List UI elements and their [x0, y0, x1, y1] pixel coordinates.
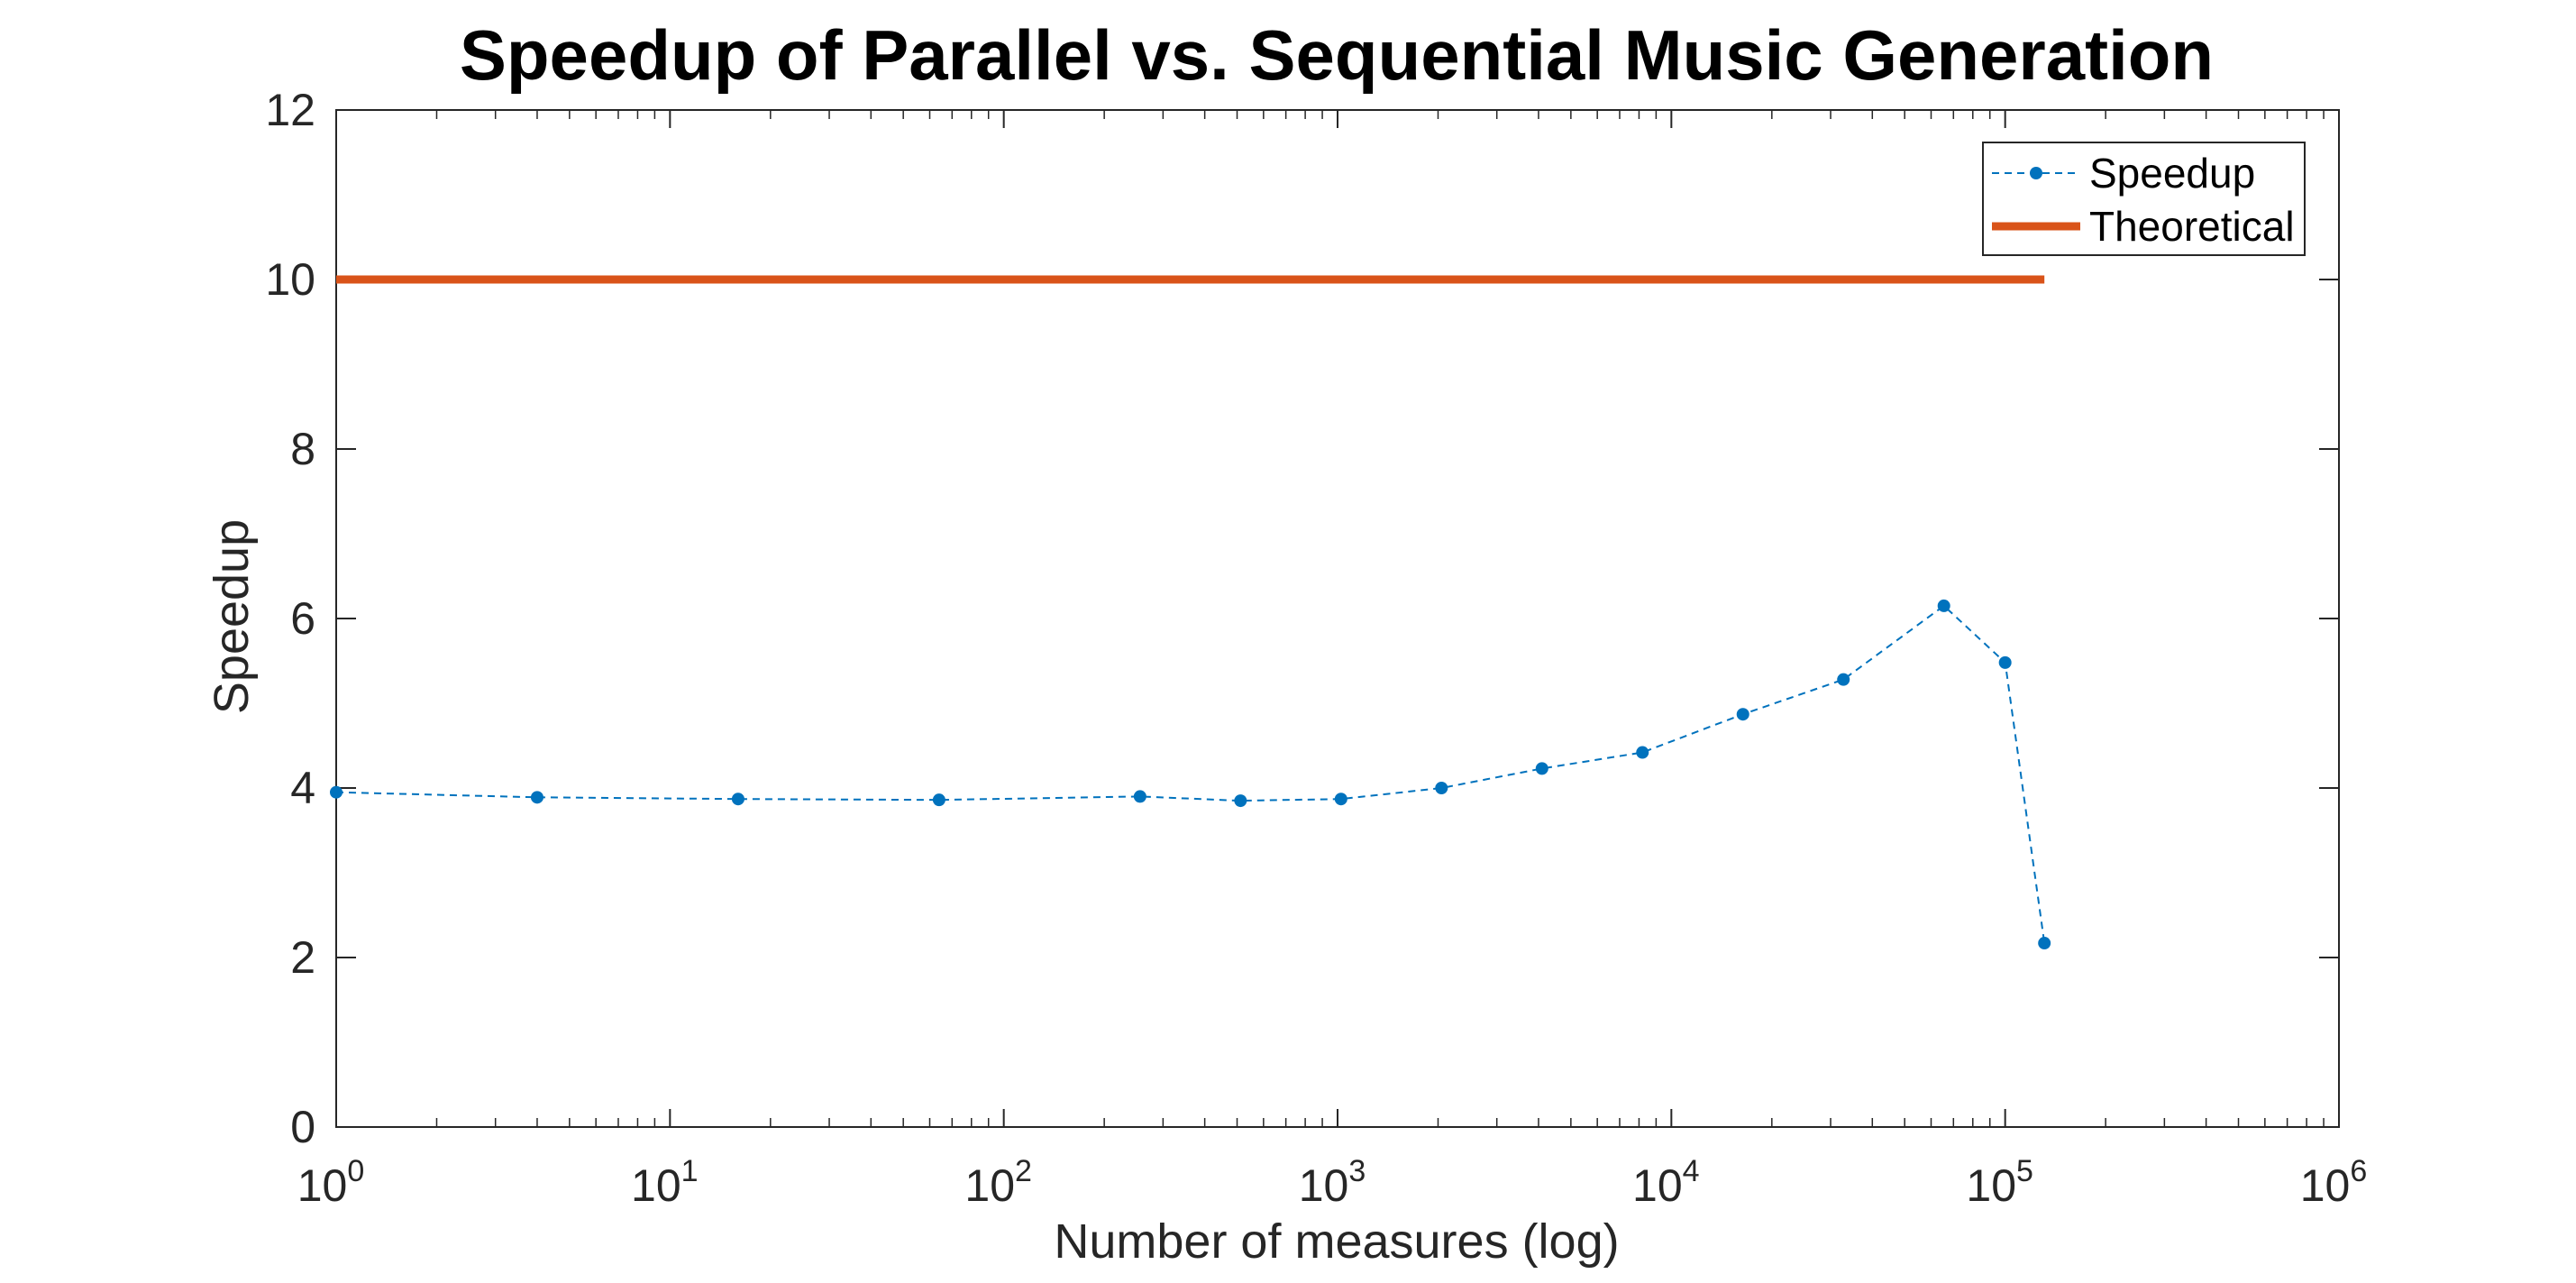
x-tick-label: 106 — [2300, 1154, 2368, 1211]
data-point-speedup — [1535, 762, 1548, 775]
y-tick-label: 12 — [265, 85, 315, 135]
data-point-speedup — [1937, 599, 1950, 612]
axis-ticks: 100 101 102 103 104 105 106 0 2 4 6 8 10 12 — [265, 85, 2367, 1211]
data-series — [330, 275, 2051, 950]
y-tick-label: 4 — [290, 763, 315, 813]
x-tick-label: 101 — [631, 1154, 699, 1211]
legend-label: Speedup — [2089, 150, 2255, 197]
data-point-speedup — [1837, 673, 1850, 686]
data-point-speedup — [2038, 937, 2051, 950]
x-tick-label: 105 — [1966, 1154, 2033, 1211]
y-tick-label: 8 — [290, 424, 315, 474]
chart-title: Speedup of Parallel vs. Sequential Music… — [460, 15, 2214, 95]
data-point-speedup — [731, 793, 744, 806]
y-tick-label: 6 — [290, 593, 315, 644]
y-axis-label: Speedup — [205, 519, 259, 714]
data-point-speedup — [1234, 794, 1247, 808]
data-point-speedup — [330, 785, 343, 799]
y-tick-label: 0 — [290, 1102, 315, 1152]
data-point-speedup — [1998, 655, 2012, 669]
x-tick-label: 104 — [1632, 1154, 1700, 1211]
x-axis-label: Number of measures (log) — [1054, 1214, 1619, 1269]
data-point-speedup — [1636, 746, 1649, 759]
data-point-speedup — [1334, 793, 1347, 806]
legend-marker-speedup — [2030, 167, 2042, 179]
data-point-speedup — [932, 793, 945, 807]
plot-area — [335, 109, 2340, 1128]
y-tick-label: 2 — [290, 932, 315, 983]
y-tick-label: 10 — [265, 254, 315, 305]
legend-box — [1982, 142, 2306, 256]
data-point-speedup — [530, 791, 544, 804]
x-tick-label: 100 — [297, 1154, 365, 1211]
legend-label: Theoretical — [2089, 203, 2295, 250]
legend: Speedup Theoretical — [1982, 142, 2306, 256]
data-point-speedup — [1736, 708, 1749, 721]
x-tick-label: 103 — [1299, 1154, 1366, 1211]
data-point-speedup — [1435, 782, 1448, 794]
series-line-speedup — [335, 604, 2046, 944]
data-point-speedup — [1133, 790, 1146, 803]
x-tick-label: 102 — [964, 1154, 1032, 1211]
